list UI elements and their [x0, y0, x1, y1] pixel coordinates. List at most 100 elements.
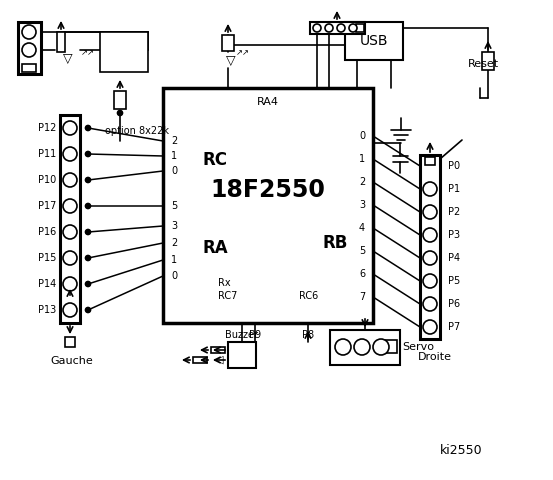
Text: P10: P10 — [38, 175, 56, 185]
Bar — [60, 115, 80, 323]
Text: ki2550: ki2550 — [440, 444, 483, 456]
Circle shape — [63, 199, 77, 213]
Text: 5: 5 — [359, 246, 365, 256]
Circle shape — [86, 229, 91, 235]
Text: RC: RC — [202, 151, 227, 169]
Text: 2: 2 — [171, 136, 178, 146]
Text: 6: 6 — [359, 269, 365, 279]
Text: 3: 3 — [171, 221, 177, 231]
Circle shape — [86, 152, 91, 156]
Text: RB: RB — [322, 234, 348, 252]
Text: Rx: Rx — [218, 278, 231, 288]
Bar — [330, 330, 400, 365]
Text: P9: P9 — [249, 330, 261, 340]
Text: ↗↗: ↗↗ — [236, 48, 250, 58]
Circle shape — [63, 147, 77, 161]
Bar — [356, 24, 364, 32]
Bar — [100, 32, 148, 72]
Text: P14: P14 — [38, 279, 56, 289]
Text: P12: P12 — [38, 123, 56, 133]
Text: P15: P15 — [38, 253, 56, 263]
Bar — [65, 337, 75, 347]
Circle shape — [86, 308, 91, 312]
Text: 18F2550: 18F2550 — [211, 178, 325, 202]
Circle shape — [423, 182, 437, 196]
Circle shape — [86, 255, 91, 261]
Text: 1: 1 — [171, 255, 177, 265]
Text: Droite: Droite — [418, 352, 452, 362]
Circle shape — [423, 320, 437, 334]
Circle shape — [86, 178, 91, 182]
Circle shape — [63, 277, 77, 291]
Text: 1: 1 — [359, 154, 365, 164]
Bar — [384, 340, 397, 353]
Bar — [420, 155, 440, 339]
Text: 0: 0 — [171, 271, 177, 281]
Circle shape — [335, 339, 351, 355]
Text: Servo: Servo — [402, 342, 434, 352]
Bar — [211, 347, 225, 353]
Circle shape — [63, 251, 77, 265]
Text: RC7: RC7 — [218, 291, 237, 301]
Circle shape — [63, 121, 77, 135]
Text: P17: P17 — [38, 201, 56, 211]
Text: ▽: ▽ — [226, 53, 236, 67]
Bar — [310, 22, 365, 34]
Circle shape — [423, 205, 437, 219]
Circle shape — [63, 303, 77, 317]
Text: 0: 0 — [171, 166, 177, 176]
Bar — [482, 52, 494, 70]
Text: P0: P0 — [448, 161, 460, 171]
Bar — [57, 32, 65, 52]
Circle shape — [86, 125, 91, 131]
Text: Buzzer: Buzzer — [226, 330, 258, 340]
Text: USB: USB — [360, 34, 388, 48]
Bar — [345, 22, 403, 60]
Circle shape — [313, 24, 321, 32]
Bar — [222, 35, 234, 51]
Circle shape — [373, 339, 389, 355]
Text: 3: 3 — [359, 200, 365, 210]
Text: RC6: RC6 — [299, 291, 318, 301]
Text: 2: 2 — [359, 177, 365, 187]
Circle shape — [63, 173, 77, 187]
Circle shape — [349, 24, 357, 32]
Text: P3: P3 — [448, 230, 460, 240]
Text: P8: P8 — [302, 330, 314, 340]
Text: ▽: ▽ — [63, 51, 73, 64]
Text: P1: P1 — [448, 184, 460, 194]
Circle shape — [423, 297, 437, 311]
Text: ◁: ◁ — [215, 355, 223, 365]
Bar — [228, 342, 256, 368]
Circle shape — [354, 339, 370, 355]
Text: Gauche: Gauche — [51, 356, 93, 366]
Circle shape — [86, 204, 91, 208]
Circle shape — [63, 225, 77, 239]
Text: Reset: Reset — [468, 59, 499, 69]
Bar — [425, 157, 435, 165]
Text: 0: 0 — [359, 131, 365, 141]
Circle shape — [22, 43, 36, 57]
Text: P6: P6 — [448, 299, 460, 309]
Text: P4: P4 — [448, 253, 460, 263]
Text: P7: P7 — [448, 322, 460, 332]
Circle shape — [117, 110, 123, 116]
Text: 2: 2 — [171, 238, 178, 248]
Circle shape — [423, 274, 437, 288]
Text: RA: RA — [202, 239, 228, 257]
Circle shape — [423, 251, 437, 265]
Text: 4: 4 — [359, 223, 365, 233]
Bar — [18, 22, 41, 74]
Text: P5: P5 — [448, 276, 460, 286]
Text: ↗↗: ↗↗ — [81, 48, 95, 58]
Text: 7: 7 — [359, 292, 365, 302]
Text: P13: P13 — [38, 305, 56, 315]
Text: option 8x22k: option 8x22k — [105, 126, 169, 136]
Bar — [22, 64, 36, 72]
Circle shape — [337, 24, 345, 32]
Text: 1: 1 — [171, 151, 177, 161]
Text: 5: 5 — [171, 201, 178, 211]
Circle shape — [86, 281, 91, 287]
Text: P2: P2 — [448, 207, 460, 217]
Bar — [353, 40, 365, 56]
